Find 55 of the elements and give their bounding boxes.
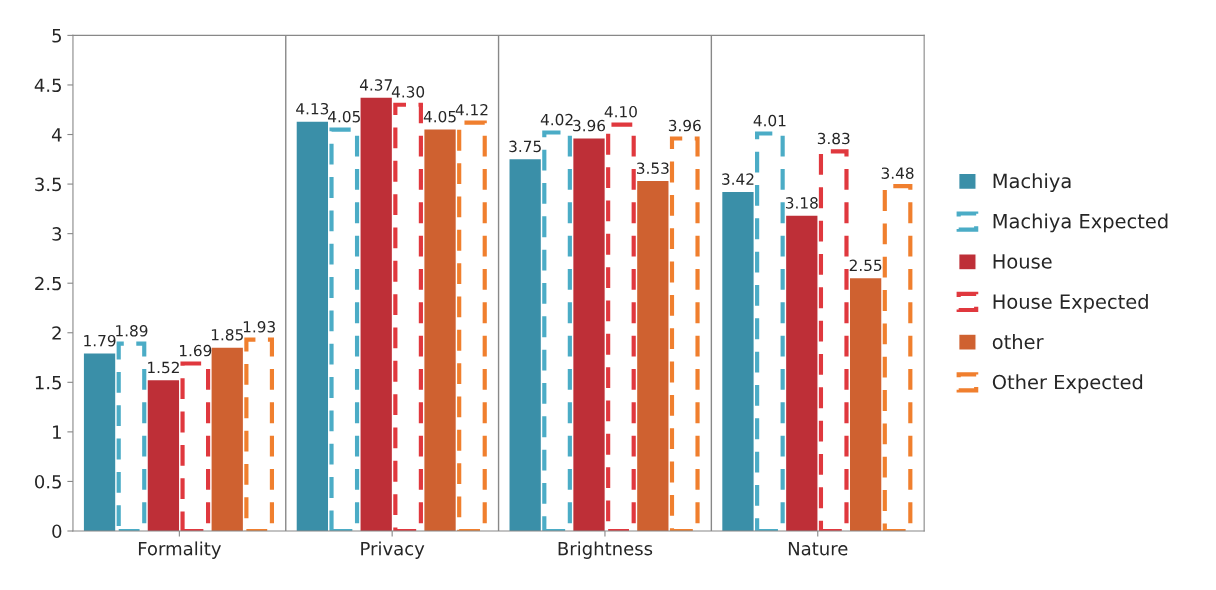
legend-label: House Expected: [993, 293, 1148, 313]
data-label: 4.02: [540, 113, 573, 126]
y-tick-label: 1: [53, 425, 61, 439]
y-tick-label: 4.5: [34, 78, 61, 93]
data-label: 3.96: [668, 119, 701, 132]
data-label: 3.75: [509, 140, 541, 153]
data-label: 3.42: [722, 173, 754, 185]
data-label: 1.52: [148, 361, 179, 374]
data-label: 1.69: [179, 344, 212, 357]
bar: [296, 121, 328, 531]
y-tick-label: 1.5: [35, 376, 61, 390]
data-label: 4.05: [423, 110, 456, 123]
data-label: 4.10: [604, 105, 637, 118]
bar: [573, 138, 605, 531]
legend-label: Machiya: [993, 173, 1071, 193]
legend-label: Other Expected: [992, 374, 1143, 394]
bar: [83, 353, 116, 531]
x-tick-label: Privacy: [361, 541, 425, 559]
data-label: 3.96: [573, 119, 606, 132]
data-label: 4.30: [391, 86, 425, 98]
data-label: 4.37: [359, 79, 392, 91]
data-label: 4.12: [455, 103, 488, 116]
bar: [786, 215, 818, 531]
y-tick-label: 2: [52, 326, 61, 340]
x-tick-label: Nature: [788, 541, 848, 556]
data-label: 1.89: [116, 324, 148, 337]
y-tick-label: 3: [52, 227, 62, 241]
y-tick-label: 5: [52, 29, 61, 43]
legend-label: House: [993, 254, 1052, 269]
bar: [147, 380, 180, 531]
x-tick-label: Formality: [138, 541, 221, 559]
data-label: 3.83: [817, 132, 850, 145]
data-label: 2.55: [849, 259, 882, 272]
data-label: 4.13: [296, 102, 329, 115]
data-label: 1.85: [211, 328, 243, 341]
y-tick-label: 2.5: [35, 276, 61, 291]
data-label: 3.53: [637, 162, 669, 174]
data-label: 1.93: [243, 321, 275, 333]
data-label: 4.05: [328, 110, 360, 123]
bar: [637, 181, 669, 531]
y-tick-label: 0: [52, 524, 62, 539]
y-tick-label: 0.5: [35, 474, 61, 489]
data-label: 1.79: [84, 334, 116, 347]
bar: [424, 129, 456, 531]
legend-label: other: [992, 334, 1044, 350]
bar: [722, 192, 754, 531]
y-tick-label: 4: [51, 128, 62, 142]
bar: [360, 97, 392, 531]
data-label: 3.48: [881, 167, 914, 179]
legend-label: Machiya Expected: [993, 213, 1168, 233]
x-tick-label: Brightness: [558, 541, 653, 559]
bar: [509, 159, 541, 531]
data-label: 3.18: [785, 197, 818, 209]
data-label: 4.01: [753, 114, 786, 127]
y-tick-label: 3.5: [35, 177, 61, 192]
